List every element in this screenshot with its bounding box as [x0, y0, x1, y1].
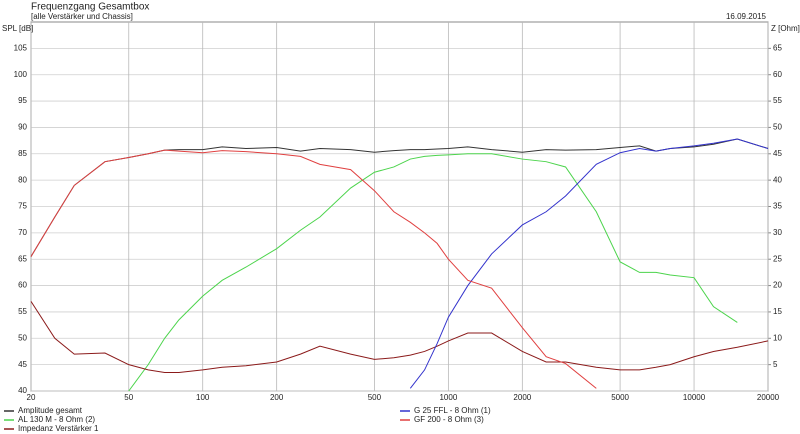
- y2-tick-label: 5: [773, 360, 778, 369]
- y-tick-label: 100: [14, 70, 28, 79]
- x-tick-label: 5000: [611, 393, 629, 402]
- x-tick-label: 500: [368, 393, 382, 402]
- y2-tick-label: 65: [773, 43, 782, 52]
- y2-tick-label: 40: [773, 175, 782, 184]
- series-line: [30, 149, 597, 389]
- y2-tick-label: 45: [773, 149, 782, 158]
- y-tick-label: 65: [18, 254, 27, 263]
- x-tick-label: 20000: [757, 393, 780, 402]
- legend-label: GF 200 - 8 Ohm (3): [414, 415, 484, 424]
- chart-subtitle: [alle Verstärker und Chassis]: [31, 12, 133, 21]
- y2-tick-label: 30: [773, 228, 782, 237]
- x-tick-label: 2000: [513, 393, 531, 402]
- x-tick-label: 50: [124, 393, 133, 402]
- y2-tick-label: 60: [773, 70, 782, 79]
- y-axis-label: SPL [dB]: [2, 24, 33, 33]
- y-tick-label: 80: [18, 175, 27, 184]
- y-tick-label: 40: [18, 386, 27, 395]
- y2-tick-label: 15: [773, 307, 782, 316]
- legend-label: AL 130 M - 8 Ohm (2): [18, 415, 95, 424]
- y2-tick-label: 25: [773, 254, 782, 263]
- y-tick-label: 60: [18, 281, 27, 290]
- legend-label: Amplitude gesamt: [18, 406, 83, 415]
- series-line: [409, 138, 769, 389]
- y-tick-label: 70: [18, 228, 27, 237]
- y-tick-label: 45: [18, 360, 27, 369]
- y2-axis-label: Z [Ohm]: [771, 24, 800, 33]
- y-tick-label: 75: [18, 202, 27, 211]
- series-line: [128, 153, 738, 392]
- x-tick-label: 20: [27, 393, 36, 402]
- x-tick-label: 100: [196, 393, 210, 402]
- y-tick-label: 90: [18, 123, 27, 132]
- series-line: [30, 301, 769, 374]
- y2-tick-label: 10: [773, 333, 782, 342]
- y-tick-label: 50: [18, 333, 27, 342]
- y-tick-label: 85: [18, 149, 27, 158]
- y-tick-label: 95: [18, 96, 27, 105]
- y-tick-label: 55: [18, 307, 27, 316]
- y-tick-label: 105: [14, 43, 28, 52]
- y2-tick-label: 50: [773, 123, 782, 132]
- legend-label: Impedanz Verstärker 1: [18, 424, 99, 433]
- legend-label: G 25 FFL - 8 Ohm (1): [414, 406, 491, 415]
- y2-tick-label: 20: [773, 281, 782, 290]
- series-line: [30, 138, 769, 257]
- x-tick-label: 10000: [683, 393, 706, 402]
- y2-tick-label: 35: [773, 202, 782, 211]
- x-tick-label: 200: [270, 393, 284, 402]
- chart-title: Frequenzgang Gesamtbox: [31, 2, 149, 13]
- y2-tick-label: 55: [773, 96, 782, 105]
- date: 16.09.2015: [726, 12, 767, 21]
- x-tick-label: 1000: [439, 393, 457, 402]
